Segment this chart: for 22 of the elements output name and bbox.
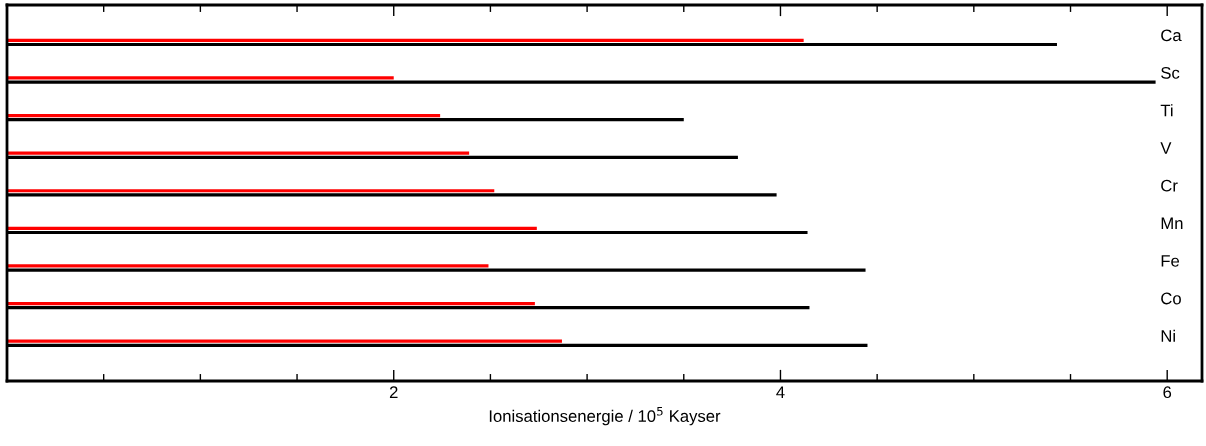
bar (7, 226, 537, 230)
bar (7, 301, 535, 306)
bar (7, 151, 470, 155)
bar (7, 189, 495, 193)
y-tick-label: V (1160, 142, 1172, 154)
y-tick-label: Ni (1161, 329, 1175, 342)
x-tick-label: 2 (389, 386, 398, 398)
bar (7, 38, 804, 42)
y-tick-label: Ti (1160, 104, 1173, 117)
y-tick-label: Ca (1161, 29, 1182, 42)
y-tick-label: Cr (1161, 179, 1178, 192)
bar (7, 113, 441, 118)
y-tick-label: Sc (1161, 66, 1180, 79)
bar (7, 339, 562, 343)
y-tick-label: Mn (1161, 217, 1183, 230)
x-tick-label: 6 (1163, 386, 1172, 399)
bar (7, 264, 489, 268)
x-axis-title: Ionisationsenergie / 10$^{5}$ Kayser (489, 406, 721, 426)
y-tick-label: Fe (1161, 255, 1180, 267)
y-tick-label: Co (1161, 292, 1181, 305)
x-tick-label: 4 (776, 386, 785, 398)
bar (7, 76, 394, 80)
